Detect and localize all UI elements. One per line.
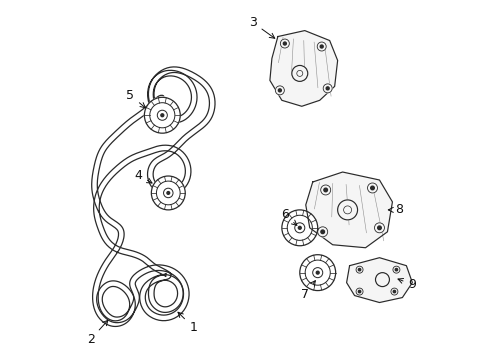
- Circle shape: [294, 223, 304, 233]
- Circle shape: [355, 266, 362, 273]
- Circle shape: [323, 84, 331, 93]
- Circle shape: [358, 291, 360, 293]
- Circle shape: [317, 42, 325, 51]
- Text: 5: 5: [126, 89, 145, 108]
- Polygon shape: [305, 172, 392, 248]
- Text: 9: 9: [397, 278, 415, 291]
- Circle shape: [281, 210, 317, 246]
- Circle shape: [377, 226, 381, 230]
- Circle shape: [161, 114, 163, 117]
- Circle shape: [144, 97, 180, 133]
- Circle shape: [291, 66, 307, 81]
- Circle shape: [323, 188, 327, 192]
- Circle shape: [278, 89, 281, 92]
- Circle shape: [166, 192, 169, 194]
- Circle shape: [299, 255, 335, 291]
- Polygon shape: [269, 31, 337, 106]
- Text: 2: 2: [86, 320, 108, 346]
- Circle shape: [367, 183, 377, 193]
- Circle shape: [390, 288, 397, 295]
- Circle shape: [370, 186, 373, 190]
- Text: 4: 4: [134, 168, 152, 183]
- Circle shape: [320, 185, 330, 195]
- Circle shape: [316, 271, 319, 274]
- Circle shape: [358, 269, 360, 271]
- Circle shape: [320, 230, 324, 234]
- Circle shape: [317, 227, 327, 237]
- Text: 6: 6: [280, 208, 296, 225]
- Circle shape: [394, 269, 397, 271]
- Circle shape: [355, 288, 362, 295]
- Circle shape: [298, 226, 301, 229]
- Polygon shape: [346, 258, 411, 302]
- Circle shape: [280, 39, 289, 48]
- Circle shape: [275, 86, 284, 95]
- Circle shape: [337, 200, 357, 220]
- Circle shape: [392, 291, 395, 293]
- Text: 1: 1: [178, 312, 197, 334]
- Circle shape: [151, 176, 185, 210]
- Circle shape: [157, 110, 167, 120]
- Text: 8: 8: [387, 203, 403, 216]
- Text: 7: 7: [300, 281, 315, 301]
- Circle shape: [392, 266, 399, 273]
- Circle shape: [320, 45, 323, 48]
- Text: 3: 3: [248, 16, 274, 38]
- Circle shape: [312, 267, 322, 278]
- Circle shape: [375, 273, 388, 287]
- Circle shape: [163, 188, 173, 198]
- Circle shape: [374, 223, 384, 233]
- Circle shape: [325, 87, 328, 90]
- Circle shape: [283, 42, 286, 45]
